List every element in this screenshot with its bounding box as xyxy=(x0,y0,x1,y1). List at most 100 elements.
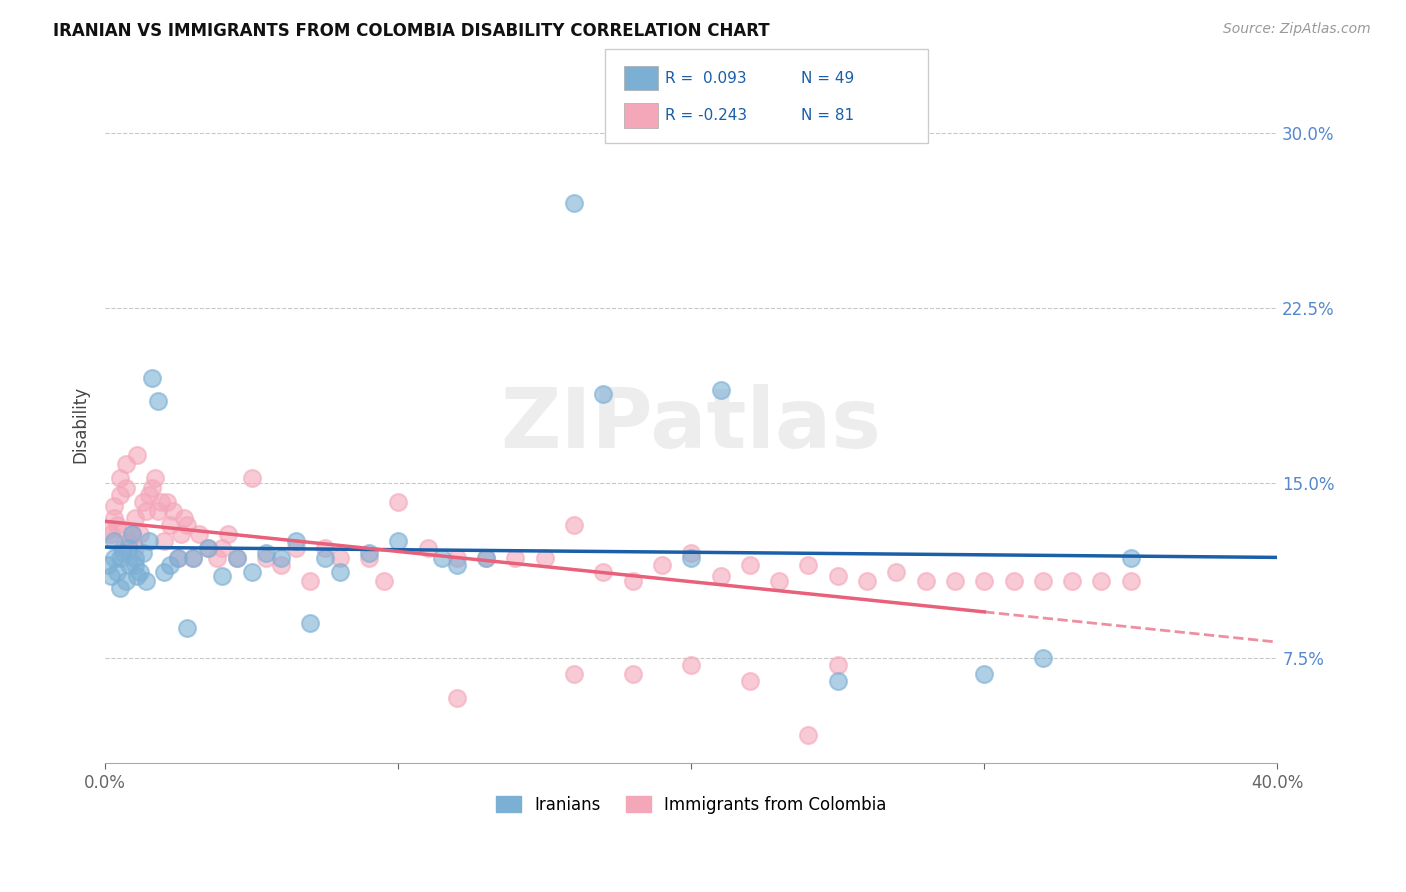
Point xyxy=(856,574,879,588)
Point xyxy=(373,574,395,588)
Text: N = 81: N = 81 xyxy=(801,109,855,123)
Point xyxy=(592,387,614,401)
Point xyxy=(1119,550,1142,565)
Point xyxy=(240,565,263,579)
Point xyxy=(446,690,468,705)
Point xyxy=(1002,574,1025,588)
Point xyxy=(475,550,498,565)
Point xyxy=(211,569,233,583)
Point xyxy=(430,550,453,565)
Point xyxy=(827,569,849,583)
Point xyxy=(114,574,136,588)
Point xyxy=(329,565,352,579)
Point xyxy=(100,569,122,583)
Point xyxy=(146,394,169,409)
Point xyxy=(111,541,134,556)
Point xyxy=(181,550,204,565)
Point xyxy=(357,546,380,560)
Text: IRANIAN VS IMMIGRANTS FROM COLOMBIA DISABILITY CORRELATION CHART: IRANIAN VS IMMIGRANTS FROM COLOMBIA DISA… xyxy=(53,22,770,40)
Point xyxy=(97,558,120,572)
Point xyxy=(159,518,181,533)
Point xyxy=(118,558,141,572)
Point xyxy=(205,550,228,565)
Point xyxy=(124,511,146,525)
Point xyxy=(446,550,468,565)
Point xyxy=(105,518,128,533)
Point xyxy=(114,481,136,495)
Point xyxy=(973,667,995,681)
Point xyxy=(254,546,277,560)
Point xyxy=(943,574,966,588)
Point xyxy=(709,383,731,397)
Point xyxy=(681,658,703,673)
Point xyxy=(108,488,131,502)
Point xyxy=(108,581,131,595)
Point xyxy=(797,728,820,742)
Point xyxy=(886,565,908,579)
Point xyxy=(153,565,176,579)
Point xyxy=(197,541,219,556)
Point xyxy=(914,574,936,588)
Point xyxy=(475,550,498,565)
Point xyxy=(100,527,122,541)
Point xyxy=(416,541,439,556)
Point xyxy=(103,500,125,514)
Point xyxy=(254,550,277,565)
Point xyxy=(170,527,193,541)
Point xyxy=(146,504,169,518)
Point xyxy=(621,574,644,588)
Point xyxy=(167,550,190,565)
Point xyxy=(108,471,131,485)
Point xyxy=(138,488,160,502)
Point xyxy=(135,574,157,588)
Text: N = 49: N = 49 xyxy=(801,71,855,86)
Point xyxy=(108,550,131,565)
Point xyxy=(149,495,172,509)
Point xyxy=(124,550,146,565)
Point xyxy=(132,495,155,509)
Point xyxy=(217,527,239,541)
Point xyxy=(738,674,761,689)
Point xyxy=(138,534,160,549)
Point xyxy=(103,534,125,549)
Point xyxy=(188,527,211,541)
Text: R =  0.093: R = 0.093 xyxy=(665,71,747,86)
Point xyxy=(270,550,292,565)
Point xyxy=(127,569,149,583)
Point xyxy=(562,518,585,533)
Point xyxy=(103,511,125,525)
Point xyxy=(111,546,134,560)
Point xyxy=(533,550,555,565)
Point xyxy=(132,546,155,560)
Legend: Iranians, Immigrants from Colombia: Iranians, Immigrants from Colombia xyxy=(488,788,894,822)
Point xyxy=(1032,574,1054,588)
Point xyxy=(167,550,190,565)
Point xyxy=(226,550,249,565)
Point xyxy=(797,558,820,572)
Point xyxy=(153,534,176,549)
Point xyxy=(681,550,703,565)
Point xyxy=(1062,574,1084,588)
Point xyxy=(1090,574,1112,588)
Point xyxy=(162,504,184,518)
Point xyxy=(329,550,352,565)
Point xyxy=(1032,651,1054,665)
Point xyxy=(118,534,141,549)
Point xyxy=(176,518,198,533)
Point xyxy=(97,523,120,537)
Point xyxy=(314,550,336,565)
Point xyxy=(681,546,703,560)
Point xyxy=(314,541,336,556)
Point xyxy=(124,541,146,556)
Text: Source: ZipAtlas.com: Source: ZipAtlas.com xyxy=(1223,22,1371,37)
Y-axis label: Disability: Disability xyxy=(72,386,89,463)
Point xyxy=(114,458,136,472)
Point xyxy=(159,558,181,572)
Point xyxy=(651,558,673,572)
Point xyxy=(121,527,143,541)
Point xyxy=(505,550,527,565)
Text: ZIPatlas: ZIPatlas xyxy=(501,384,882,466)
Point xyxy=(141,371,163,385)
Point xyxy=(284,541,307,556)
Point xyxy=(299,574,322,588)
